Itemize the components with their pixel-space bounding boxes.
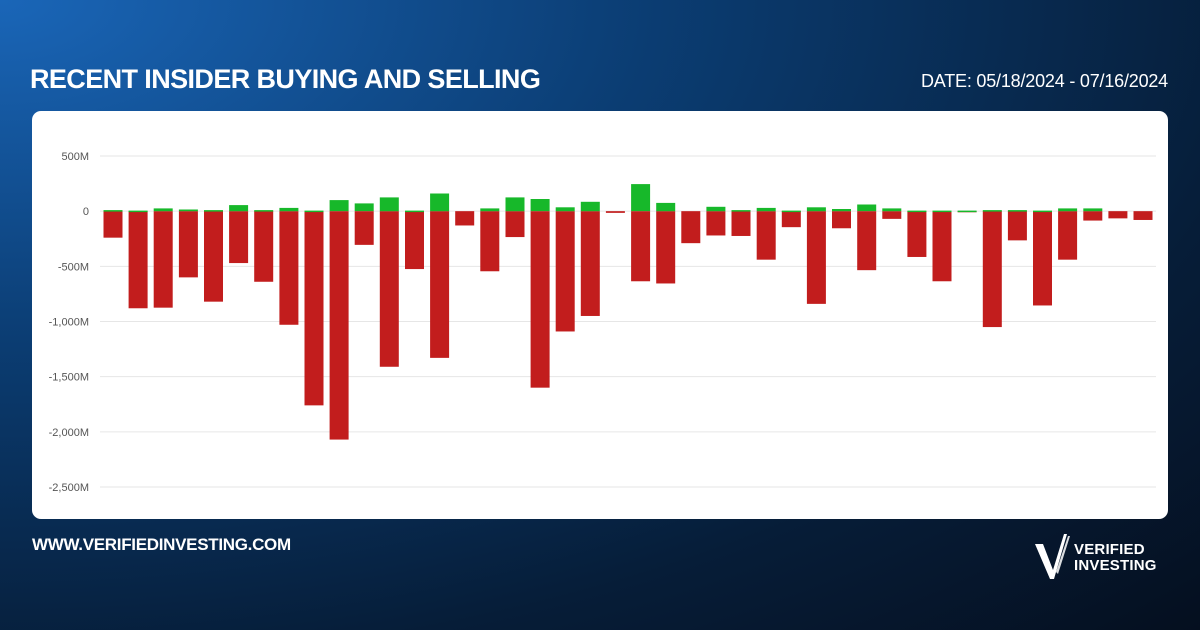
buying-bar: [128, 210, 148, 213]
selling-bar: [656, 211, 676, 284]
selling-bar: [430, 211, 450, 358]
buying-bar: [731, 210, 751, 212]
v-check-logo-icon: [1035, 534, 1070, 579]
y-tick-label: -2,500M: [49, 482, 89, 494]
selling-bar: [204, 211, 223, 302]
y-tick-label: -2,000M: [49, 427, 89, 439]
selling-bar: [304, 211, 324, 406]
buying-bar: [204, 210, 223, 212]
bar-layer: [103, 184, 1153, 440]
selling-bar: [1108, 211, 1128, 219]
selling-bar: [379, 211, 399, 367]
selling-bar: [279, 211, 299, 325]
buying-bar: [706, 206, 726, 212]
y-tick-label: -500M: [58, 261, 89, 273]
chart-title: RECENT INSIDER BUYING AND SELLING: [30, 64, 541, 94]
selling-bar: [1033, 211, 1052, 306]
selling-bar: [932, 211, 952, 282]
verified-investing-logo: VERIFIED INVESTING: [1032, 532, 1172, 582]
buying-bar: [580, 201, 600, 212]
selling-bar: [882, 211, 902, 219]
buying-bar: [530, 199, 550, 212]
buying-bar: [806, 207, 826, 212]
selling-bar: [229, 211, 249, 264]
buying-bar: [329, 200, 349, 212]
selling-bar: [1058, 211, 1078, 260]
tick-layer: 500M 0 -500M -1,000M -1,500M -2,000M -2,500M: [49, 151, 89, 494]
buying-bar: [857, 204, 877, 212]
selling-bar: [756, 211, 776, 260]
buying-bar: [354, 203, 374, 212]
selling-bar: [480, 211, 500, 272]
buying-bar: [254, 210, 274, 212]
buying-bar: [832, 209, 851, 212]
buying-bar: [279, 207, 299, 212]
buying-bar: [379, 197, 399, 212]
buying-bar: [480, 208, 500, 212]
buying-bar: [229, 205, 249, 212]
buying-bar: [405, 210, 424, 213]
selling-bar: [580, 211, 600, 316]
selling-bar: [455, 211, 475, 226]
buying-bar: [1033, 210, 1052, 213]
selling-bar: [405, 211, 424, 270]
y-tick-label: -1,500M: [49, 372, 89, 384]
buying-bar: [304, 210, 324, 213]
buying-bar: [1007, 210, 1027, 212]
selling-bar: [832, 211, 851, 229]
selling-bar: [254, 211, 274, 282]
logo-line-investing: INVESTING: [1074, 557, 1157, 574]
buying-bar: [756, 207, 776, 212]
y-tick-label: -1,000M: [49, 317, 89, 329]
y-tick-label: 0: [83, 206, 89, 218]
selling-bar: [329, 211, 349, 440]
buying-bar: [882, 208, 902, 212]
selling-bar: [907, 211, 927, 257]
buying-bar: [430, 193, 450, 212]
selling-bar: [1007, 211, 1027, 241]
buying-bar: [178, 209, 198, 212]
selling-bar: [153, 211, 173, 308]
selling-bar: [128, 211, 148, 309]
buying-bar: [555, 207, 575, 212]
buying-bar: [1083, 208, 1103, 212]
selling-bar: [530, 211, 550, 388]
footer-url[interactable]: WWW.VERIFIEDINVESTING.COM: [32, 535, 291, 554]
date-range: DATE: 05/18/2024 - 07/16/2024: [920, 71, 1168, 91]
grid-layer: [100, 155, 1156, 488]
logo-wordmark: VERIFIED INVESTING: [1074, 542, 1157, 574]
selling-bar: [103, 211, 123, 238]
y-tick-label: 500M: [61, 151, 89, 163]
selling-bar: [706, 211, 726, 236]
selling-bar: [681, 211, 701, 244]
logo-line-verified: VERIFIED: [1074, 541, 1145, 558]
buying-bar: [656, 202, 676, 212]
buying-bar: [153, 208, 173, 212]
selling-bar: [354, 211, 374, 245]
selling-bar: [1083, 211, 1103, 221]
buying-bar: [631, 184, 651, 212]
selling-bar: [505, 211, 525, 238]
selling-bar: [806, 211, 826, 304]
selling-bar: [178, 211, 198, 278]
selling-bar: [631, 211, 651, 282]
selling-bar: [982, 211, 1002, 328]
buying-bar: [982, 210, 1002, 212]
buying-bar: [781, 210, 801, 213]
buying-bar: [907, 210, 927, 213]
selling-bar: [731, 211, 751, 236]
chart-panel: 500M 0 -500M -1,000M -1,500M -2,000M -2,500M: [32, 111, 1168, 519]
selling-bar: [781, 211, 801, 228]
buying-bar: [103, 210, 123, 212]
buying-bar: [505, 197, 525, 212]
selling-bar: [857, 211, 877, 271]
insider-bar-chart: 500M 0 -500M -1,000M -1,500M -2,000M -2,500M: [49, 151, 1156, 494]
buying-bar: [932, 210, 952, 213]
selling-bar: [1133, 211, 1153, 220]
buying-bar: [957, 210, 977, 213]
selling-bar: [555, 211, 575, 332]
selling-bar: [605, 211, 625, 213]
buying-bar: [1058, 208, 1078, 212]
